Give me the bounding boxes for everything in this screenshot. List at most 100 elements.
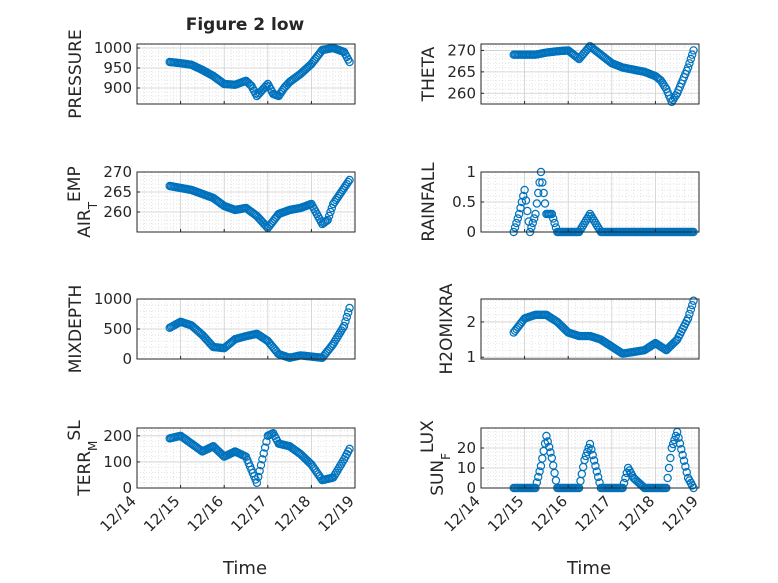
data-point	[543, 437, 552, 446]
data-point	[512, 218, 521, 228]
data-point	[333, 333, 342, 342]
data-point	[324, 211, 334, 221]
y-tick-label: 0	[466, 479, 476, 497]
data-point	[681, 462, 690, 471]
subplot-h2omixra: 1 2 H2OMIXRA	[437, 283, 700, 375]
data-point	[329, 339, 338, 349]
data-point	[588, 450, 597, 460]
data-point	[585, 439, 595, 449]
data-point	[591, 218, 600, 228]
data-point	[587, 445, 596, 454]
data-point	[584, 212, 593, 221]
data-point	[345, 57, 354, 67]
data-point	[345, 444, 354, 454]
data-point	[343, 177, 353, 187]
data-point	[622, 468, 631, 478]
subplot-theta: 260 265 270 THETA	[419, 41, 700, 107]
data-point	[687, 50, 697, 59]
y-axis-label: THETA	[419, 46, 439, 102]
data-point	[659, 80, 668, 89]
data-point	[514, 209, 524, 219]
data-point	[589, 216, 599, 225]
y-tick-label: 260	[103, 203, 132, 221]
data-point	[549, 214, 558, 223]
data-point	[589, 456, 599, 465]
y-tick-label: 0.5	[452, 193, 476, 211]
y-tick-label: 0	[122, 350, 132, 368]
data-point	[331, 335, 341, 344]
data-point	[337, 326, 346, 335]
data-point	[677, 445, 686, 454]
data-point	[529, 214, 539, 223]
y-tick-label: 265	[103, 183, 132, 201]
data-point	[546, 448, 555, 457]
data-point	[674, 433, 683, 442]
data-point	[686, 305, 696, 314]
data-point	[534, 188, 543, 198]
data-point	[667, 97, 676, 107]
y-tick-label: 20	[457, 439, 476, 457]
data-point	[256, 460, 266, 470]
data-point	[686, 54, 696, 64]
data-point	[523, 206, 532, 216]
subplot-pressure: 900 950 1000 PRESSURE	[66, 29, 356, 119]
data-point	[685, 309, 694, 319]
data-point	[513, 214, 522, 223]
data-point	[592, 467, 602, 476]
data-point	[687, 300, 697, 310]
data-point	[535, 467, 544, 476]
data-point	[343, 308, 353, 317]
data-point	[664, 463, 674, 473]
data-point	[656, 76, 666, 85]
data-point	[538, 178, 547, 187]
data-point	[667, 443, 676, 453]
axes-box	[136, 427, 356, 489]
data-point	[683, 314, 693, 323]
y-tick-label: 265	[447, 63, 476, 81]
subplot-mixdepth: 0 500 1000 MIXDEPTH	[66, 285, 356, 374]
y-tick-label: 270	[447, 41, 476, 59]
data-point	[330, 337, 339, 346]
data-point	[587, 212, 596, 221]
data-point	[577, 223, 587, 232]
data-point	[592, 221, 602, 230]
y-axis-label: H2OMIXRA	[437, 283, 457, 374]
data-point	[255, 466, 264, 476]
data-point	[304, 457, 313, 467]
data-point	[580, 218, 589, 228]
data-point	[588, 214, 597, 223]
y-tick-label: 2	[466, 313, 476, 331]
data-point	[326, 207, 335, 217]
data-point	[619, 478, 629, 488]
data-point	[254, 472, 263, 482]
data-point	[535, 178, 544, 187]
data-point	[259, 449, 268, 458]
data-point	[547, 209, 557, 219]
data-point	[580, 455, 589, 465]
data-point	[578, 221, 588, 230]
data-point	[678, 450, 687, 460]
data-point	[345, 303, 354, 313]
data-point	[260, 443, 270, 452]
y-tick-label: 950	[103, 59, 132, 77]
y-axis-label: MIXDEPTH	[66, 285, 86, 374]
data-point	[540, 199, 550, 208]
data-point	[323, 215, 332, 225]
data-point	[527, 223, 536, 232]
x-axis-label-left: Time	[222, 558, 267, 579]
data-point	[244, 79, 253, 88]
y-axis-label: RAINFALL	[419, 162, 439, 242]
data-point	[516, 203, 525, 213]
y-tick-label: 0	[466, 223, 476, 241]
data-point	[539, 188, 548, 198]
data-point	[517, 197, 527, 207]
data-point	[519, 191, 528, 201]
data-point	[532, 199, 542, 208]
axes-box	[136, 43, 356, 105]
y-tick-label: 500	[103, 320, 132, 338]
data-point	[689, 296, 698, 305]
axes-box	[480, 298, 700, 360]
data-point	[335, 328, 345, 337]
data-point	[666, 453, 675, 463]
data-point	[550, 218, 559, 228]
